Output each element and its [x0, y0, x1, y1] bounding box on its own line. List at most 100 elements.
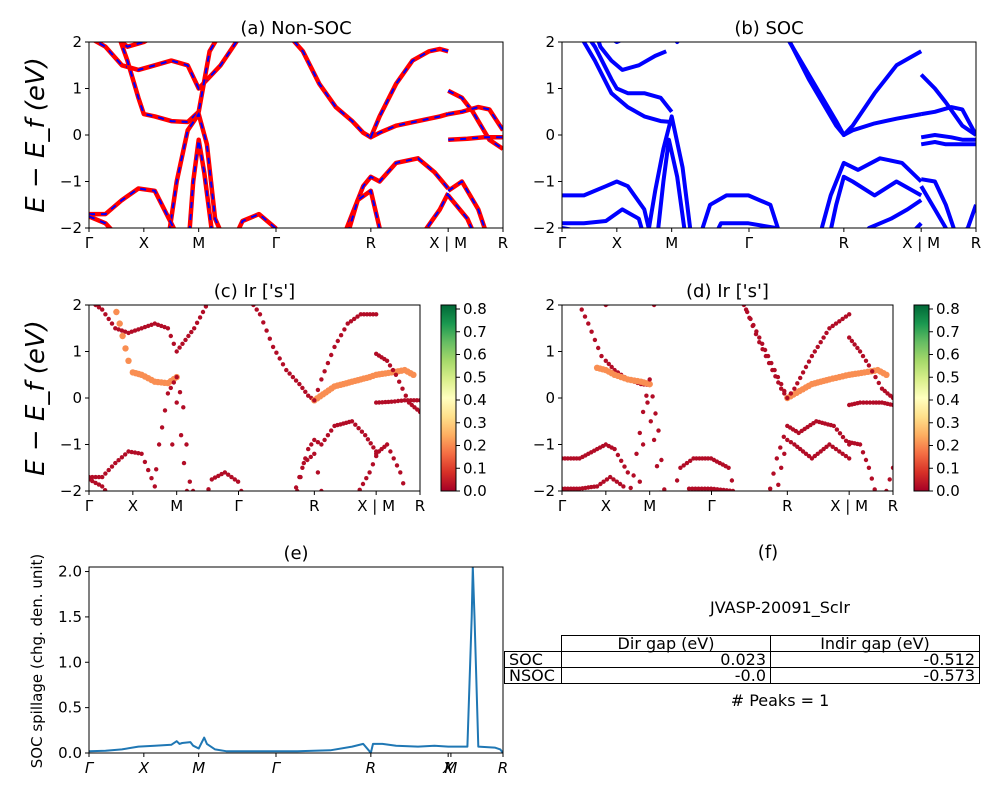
axes-frame — [88, 566, 504, 754]
spillage-line — [89, 567, 503, 753]
band-point — [803, 364, 809, 370]
band-point — [261, 320, 266, 325]
band-point — [640, 442, 646, 447]
band-point — [162, 509, 166, 513]
band-point — [860, 353, 866, 359]
band-point — [702, 486, 707, 491]
band-point — [367, 312, 373, 317]
band-point — [765, 502, 769, 506]
band-point — [656, 428, 661, 433]
band-point — [833, 321, 839, 326]
x-tick-label: Γ — [234, 497, 243, 515]
band-point — [132, 328, 138, 333]
band-point — [129, 449, 134, 455]
band-point — [788, 391, 794, 396]
band-point — [344, 511, 348, 515]
band-point — [762, 517, 766, 521]
band-point — [184, 488, 190, 491]
x-tick-label: Γ — [85, 497, 94, 515]
gap-table-indir-value: -0.573 — [770, 667, 980, 684]
x-tick-label: Γ — [745, 234, 754, 252]
band-point — [830, 323, 835, 329]
band-point — [696, 486, 701, 491]
colorbar-tick-label: 0.2 — [463, 437, 487, 455]
band-point — [603, 358, 608, 363]
colorbar-tick-label: 0.1 — [936, 459, 960, 477]
band-point — [90, 474, 95, 480]
band-point — [392, 399, 397, 404]
band-point — [226, 472, 231, 477]
band-point — [96, 482, 102, 487]
band-point — [319, 377, 324, 382]
band-point — [881, 492, 885, 496]
band-point — [218, 275, 222, 279]
band-point — [100, 474, 105, 480]
band-point — [890, 465, 893, 470]
y-tick-label: 0 — [545, 126, 555, 144]
band-point — [235, 479, 241, 484]
band-point — [322, 369, 327, 374]
band-point — [771, 471, 776, 476]
band-point — [277, 356, 282, 361]
x-tick-label: X | M — [902, 234, 940, 252]
band-point — [148, 517, 152, 521]
band-point — [586, 289, 590, 293]
band-point — [677, 509, 681, 513]
band-point — [751, 322, 756, 328]
band-point — [662, 487, 667, 491]
band-point — [840, 434, 846, 440]
band-line — [819, 156, 923, 228]
band-point — [651, 305, 657, 308]
colorbar — [440, 304, 457, 492]
band-point — [290, 374, 296, 380]
band-point — [773, 500, 777, 504]
band-line — [787, 42, 923, 137]
band-point — [363, 433, 368, 438]
band-line — [89, 214, 114, 228]
band-point — [843, 453, 849, 459]
band-point — [103, 312, 108, 317]
band-line — [562, 179, 651, 228]
band-line — [920, 140, 976, 147]
band-line — [447, 194, 473, 228]
band-point — [867, 400, 873, 405]
x-tick-label: R — [415, 497, 425, 515]
band-point — [190, 488, 196, 491]
band-point — [289, 517, 293, 521]
band-point — [351, 499, 355, 503]
band-line — [188, 139, 213, 228]
band-point — [166, 517, 170, 521]
panel-d-ir-s-projection: (d) Ir ['s'] 0.8 0.7 0.6 0.5 0.4 0.3 0.2 0.1 0.0 2… — [533, 277, 960, 521]
band-point — [207, 299, 211, 303]
band-point — [257, 312, 263, 317]
band-point — [878, 495, 882, 499]
band-point — [397, 379, 402, 384]
y-tick-label: −2 — [533, 482, 555, 500]
band-point — [744, 517, 748, 521]
band-point — [306, 393, 311, 398]
band-point — [298, 474, 303, 480]
band-point — [348, 505, 352, 509]
band-point — [831, 423, 836, 429]
band-point — [861, 400, 866, 405]
band-point — [592, 337, 598, 343]
band-point — [560, 280, 564, 284]
band-point — [365, 437, 371, 442]
y-tick-label: −1 — [60, 436, 82, 454]
band-point — [772, 367, 777, 373]
band-line — [345, 157, 449, 228]
band-point — [876, 498, 880, 502]
band-point — [785, 395, 790, 401]
band-point — [792, 386, 797, 391]
band-point — [189, 329, 194, 335]
band-point — [123, 452, 128, 457]
band-point — [315, 387, 321, 393]
band-point — [872, 487, 877, 491]
x-tick-label: R — [782, 497, 792, 515]
band-point — [890, 395, 893, 401]
y-tick-label: 1 — [72, 343, 82, 361]
band-point — [599, 353, 604, 359]
band-point — [675, 277, 679, 281]
band-point — [645, 400, 650, 405]
y-tick-label: 0.5 — [58, 699, 82, 717]
